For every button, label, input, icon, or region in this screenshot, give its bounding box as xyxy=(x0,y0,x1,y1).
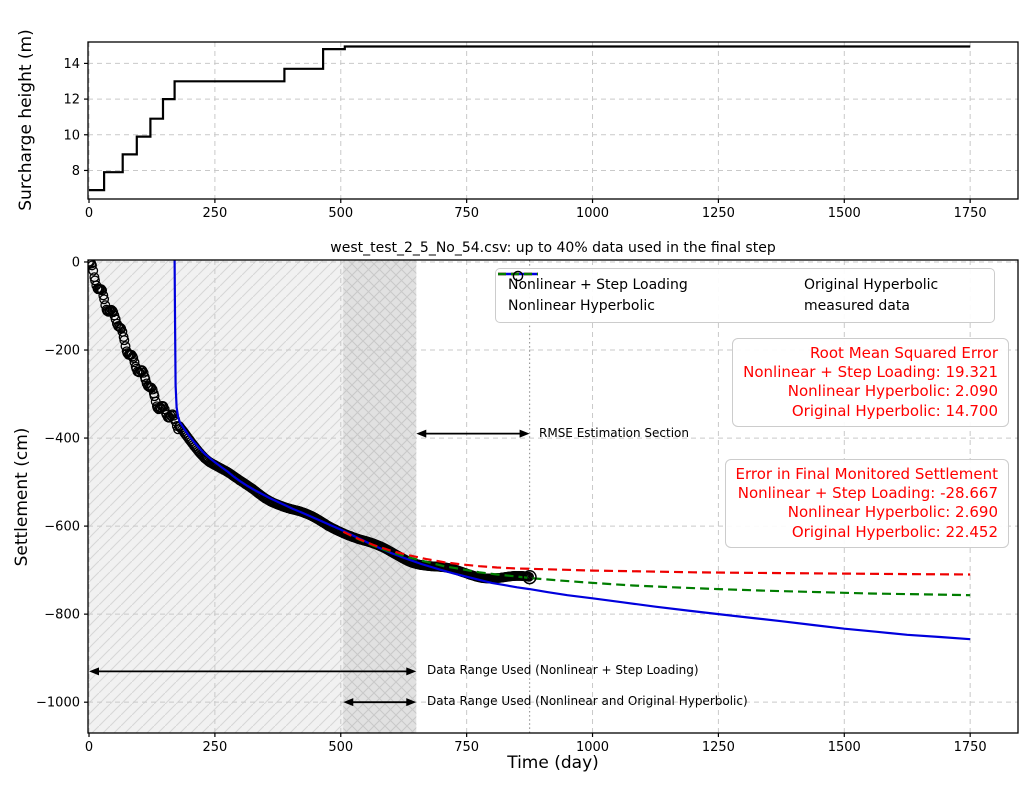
text-box-line: Nonlinear Hyperbolic: 2.690 xyxy=(787,503,998,522)
data-range-step-loading-label: Data Range Used (Nonlinear + Step Loadin… xyxy=(427,663,699,677)
svg-text:500: 500 xyxy=(328,740,353,755)
svg-text:1500: 1500 xyxy=(828,740,861,755)
svg-text:14: 14 xyxy=(63,57,80,72)
x-axis-label: Time (day) xyxy=(507,753,599,773)
svg-text:12: 12 xyxy=(63,93,80,108)
svg-text:1500: 1500 xyxy=(828,206,861,221)
final-measured-point xyxy=(522,570,537,585)
svg-text:−200: −200 xyxy=(44,344,80,359)
svg-text:1750: 1750 xyxy=(954,206,987,221)
svg-text:8: 8 xyxy=(72,164,80,179)
text-box-line: Nonlinear + Step Loading: -28.667 xyxy=(737,484,998,503)
svg-text:−1000: −1000 xyxy=(36,696,80,711)
svg-text:750: 750 xyxy=(454,740,479,755)
text-box-line: Original Hyperbolic: 22.452 xyxy=(791,522,998,541)
surcharge-y-axis-label: Surcharge height (m) xyxy=(16,29,36,211)
svg-text:−600: −600 xyxy=(44,520,80,535)
open-circle-marker-sample xyxy=(512,270,524,282)
legend-item-original-hyperbolic: Original Hyperbolic xyxy=(498,272,984,293)
legend: Nonlinear + Step Loading Original Hyperb… xyxy=(495,268,995,323)
settlement-y-axis-label: Settlement (cm) xyxy=(12,427,32,567)
svg-text:250: 250 xyxy=(202,206,227,221)
text-box-line: Root Mean Squared Error xyxy=(809,344,998,362)
rmse-values-box: Root Mean Squared Error Nonlinear + Step … xyxy=(732,338,1009,427)
text-box-line: Nonlinear + Step Loading: 19.321 xyxy=(743,363,998,382)
final-settlement-error-box: Error in Final Monitored Settlement Nonli… xyxy=(724,459,1009,548)
svg-text:500: 500 xyxy=(328,206,353,221)
svg-text:0: 0 xyxy=(85,206,93,221)
legend-item-nonlinear-hyperbolic: Nonlinear Hyperbolic xyxy=(498,272,804,315)
legend-item-step-loading: Nonlinear + Step Loading xyxy=(498,272,804,293)
settlement-plot: 0 250 500 750 1000 1250 1500 1750 0 −200 −400 −600 −… xyxy=(36,255,1019,755)
series-nonlinear-hyperbolic xyxy=(342,530,971,597)
legend-label: Original Hyperbolic xyxy=(804,276,939,293)
svg-text:−400: −400 xyxy=(44,432,80,447)
svg-text:1750: 1750 xyxy=(954,740,987,755)
svg-text:10: 10 xyxy=(63,128,80,143)
series-surcharge-height xyxy=(89,45,971,192)
text-box-line: Error in Final Monitored Settlement xyxy=(735,465,998,483)
legend-label: Nonlinear + Step Loading xyxy=(508,276,688,293)
surcharge-plot: 0 250 500 750 1000 1250 1500 1750 8 10 12 14 xyxy=(63,41,1019,221)
svg-text:0: 0 xyxy=(85,740,93,755)
svg-text:750: 750 xyxy=(454,206,479,221)
svg-text:0: 0 xyxy=(72,255,80,270)
svg-text:1000: 1000 xyxy=(576,740,609,755)
text-box-line: Original Hyperbolic: 14.700 xyxy=(791,401,998,420)
svg-text:1250: 1250 xyxy=(702,206,735,221)
svg-text:1250: 1250 xyxy=(702,740,735,755)
green-dashed-line-sample xyxy=(498,272,538,276)
svg-text:−800: −800 xyxy=(44,608,80,623)
text-box-line: Nonlinear Hyperbolic: 2.090 xyxy=(787,382,998,401)
series-original-hyperbolic xyxy=(342,530,971,576)
legend-label: measured data xyxy=(804,298,910,315)
rmse-section-label: RMSE Estimation Section xyxy=(539,426,690,440)
svg-text:1000: 1000 xyxy=(576,206,609,221)
data-range-hyperbolic-label: Data Range Used (Nonlinear and Original … xyxy=(427,694,748,708)
plot-title: west_test_2_5_No_54.csv: up to 40% data … xyxy=(330,240,776,256)
legend-item-measured-data: measured data xyxy=(512,270,984,315)
legend-label: Nonlinear Hyperbolic xyxy=(508,298,655,315)
svg-text:250: 250 xyxy=(202,740,227,755)
